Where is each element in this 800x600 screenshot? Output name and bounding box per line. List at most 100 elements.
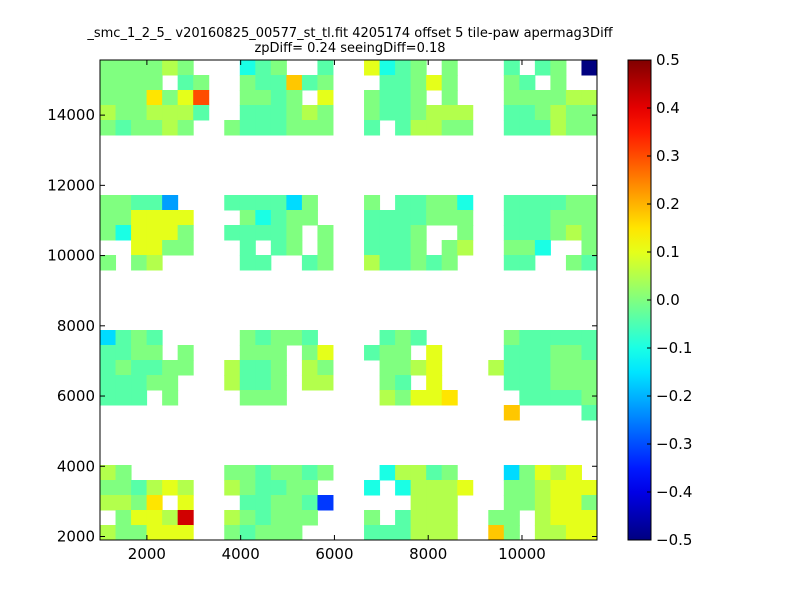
- heatmap-cell: [395, 330, 412, 346]
- heatmap-cell: [146, 480, 163, 496]
- colorbar-tick-label: 0.2: [656, 195, 680, 213]
- heatmap-cell: [255, 360, 272, 376]
- heatmap-cell: [410, 210, 427, 226]
- heatmap-cell: [301, 360, 318, 376]
- heatmap-cell: [286, 210, 303, 226]
- heatmap-cell: [301, 75, 318, 91]
- heatmap-cell: [131, 330, 148, 346]
- heatmap-cell: [410, 120, 427, 136]
- heatmap-cell: [146, 375, 163, 391]
- heatmap-cell: [146, 240, 163, 256]
- heatmap-cell: [519, 90, 536, 106]
- heatmap-cell: [162, 225, 179, 241]
- heatmap-cell: [115, 195, 132, 211]
- heatmap-cell: [565, 510, 582, 526]
- heatmap-cell: [534, 375, 551, 391]
- heatmap-cell: [550, 390, 567, 406]
- heatmap-cell: [534, 210, 551, 226]
- heatmap-cell: [177, 120, 194, 136]
- heatmap-cell: [410, 60, 427, 76]
- heatmap-cell: [270, 240, 287, 256]
- heatmap-cell: [379, 345, 396, 361]
- heatmap-cell: [146, 120, 163, 136]
- heatmap-cell: [565, 120, 582, 136]
- y-tick-label: 8000: [57, 317, 95, 335]
- heatmap-cell: [286, 195, 303, 211]
- heatmap-cell: [441, 120, 458, 136]
- heatmap-cell: [317, 75, 334, 91]
- heatmap-cell: [410, 360, 427, 376]
- heatmap-cell: [270, 75, 287, 91]
- x-tick-label: 8000: [409, 545, 447, 563]
- heatmap-cell: [426, 525, 443, 541]
- heatmap-cell: [410, 240, 427, 256]
- heatmap-cell: [441, 240, 458, 256]
- heatmap-cell: [317, 105, 334, 121]
- heatmap-cell: [270, 225, 287, 241]
- heatmap-cell: [503, 210, 520, 226]
- heatmap-cell: [131, 495, 148, 511]
- heatmap-cell: [410, 75, 427, 91]
- heatmap-cell: [100, 330, 117, 346]
- heatmap-cell: [534, 195, 551, 211]
- heatmap-cell: [177, 75, 194, 91]
- heatmap-cell: [395, 210, 412, 226]
- heatmap-cell: [379, 225, 396, 241]
- heatmap-cell: [146, 330, 163, 346]
- colorbar-tick-label: 0.3: [656, 147, 680, 165]
- heatmap-cell: [162, 480, 179, 496]
- heatmap-cell: [534, 495, 551, 511]
- heatmap-cell: [239, 495, 256, 511]
- heatmap-cell: [441, 105, 458, 121]
- heatmap-cell: [503, 90, 520, 106]
- heatmap-cell: [426, 195, 443, 211]
- heatmap-cell: [395, 525, 412, 541]
- heatmap-cell: [286, 510, 303, 526]
- heatmap-cell: [426, 75, 443, 91]
- heatmap-cell: [131, 120, 148, 136]
- heatmap-cell: [255, 75, 272, 91]
- heatmap-cell: [301, 480, 318, 496]
- heatmap-cell: [503, 75, 520, 91]
- heatmap-cell: [131, 210, 148, 226]
- heatmap-cell: [255, 210, 272, 226]
- y-tick-label: 2000: [57, 527, 95, 545]
- x-tick-label: 4000: [222, 545, 260, 563]
- heatmap-cell: [534, 105, 551, 121]
- heatmap-cell: [317, 375, 334, 391]
- heatmap-cell: [270, 390, 287, 406]
- heatmap-cell: [503, 330, 520, 346]
- colorbar-tick-label: 0.1: [656, 243, 680, 261]
- heatmap-cell: [224, 195, 241, 211]
- heatmap-cell: [146, 255, 163, 271]
- heatmap-cell: [441, 480, 458, 496]
- heatmap-cell: [441, 390, 458, 406]
- heatmap-cell: [162, 360, 179, 376]
- heatmap-cell: [239, 90, 256, 106]
- heatmap-cell: [550, 120, 567, 136]
- heatmap-cell: [301, 495, 318, 511]
- heatmap-cell: [177, 90, 194, 106]
- heatmap-cell: [255, 480, 272, 496]
- heatmap-cell: [100, 195, 117, 211]
- heatmap-cell: [519, 330, 536, 346]
- heatmap-cell: [503, 525, 520, 541]
- heatmap-cell: [410, 510, 427, 526]
- heatmap-cell: [364, 120, 381, 136]
- heatmap-cell: [115, 105, 132, 121]
- heatmap-cell: [519, 120, 536, 136]
- heatmap-cell: [100, 525, 117, 541]
- heatmap-cell: [131, 195, 148, 211]
- heatmap-cell: [534, 480, 551, 496]
- heatmap-cell: [162, 90, 179, 106]
- heatmap-cell: [162, 240, 179, 256]
- heatmap-cell: [239, 225, 256, 241]
- heatmap-cell: [100, 105, 117, 121]
- heatmap-cell: [395, 465, 412, 481]
- heatmap-cell: [395, 105, 412, 121]
- heatmap-cell: [503, 360, 520, 376]
- heatmap-cell: [255, 255, 272, 271]
- heatmap-cell: [534, 330, 551, 346]
- heatmap-cell: [410, 480, 427, 496]
- heatmap-cell: [457, 195, 474, 211]
